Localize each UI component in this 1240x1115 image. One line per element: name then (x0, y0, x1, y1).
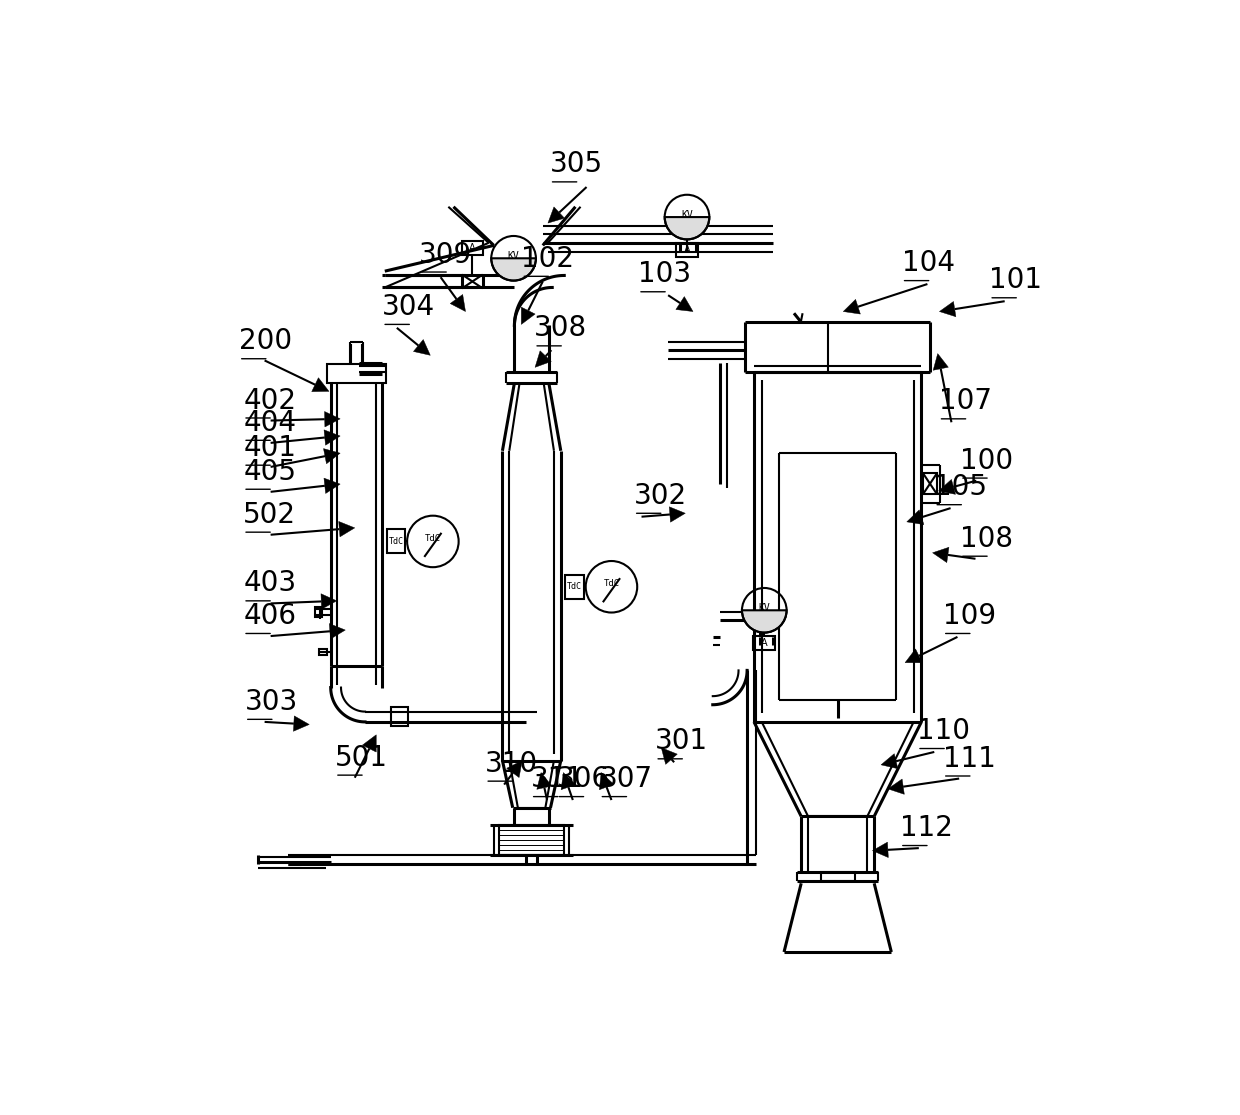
Polygon shape (843, 300, 861, 314)
Text: 104: 104 (901, 249, 955, 278)
Text: 308: 308 (534, 314, 588, 342)
Text: 101: 101 (990, 266, 1043, 294)
Polygon shape (676, 297, 693, 311)
Polygon shape (311, 378, 329, 391)
Text: 306: 306 (557, 765, 610, 793)
Text: 502: 502 (243, 501, 296, 529)
Text: 102: 102 (521, 245, 574, 273)
Polygon shape (362, 735, 376, 752)
Bar (923, 474, 937, 494)
Text: 404: 404 (243, 409, 296, 437)
Bar (315, 608, 322, 617)
Polygon shape (934, 353, 949, 370)
Polygon shape (321, 593, 337, 609)
Text: 301: 301 (655, 727, 708, 755)
Polygon shape (534, 351, 552, 367)
Text: 307: 307 (599, 765, 652, 793)
Polygon shape (324, 430, 340, 445)
Polygon shape (330, 623, 345, 639)
Text: A: A (469, 243, 476, 253)
Text: 110: 110 (918, 717, 970, 745)
Text: 401: 401 (243, 434, 296, 462)
Text: TdC: TdC (567, 582, 582, 591)
Text: 107: 107 (939, 387, 992, 416)
Bar (391, 707, 408, 726)
Polygon shape (450, 294, 465, 311)
Text: 303: 303 (244, 688, 298, 716)
Text: A: A (683, 244, 691, 254)
Text: 309: 309 (419, 241, 472, 269)
Text: 103: 103 (639, 260, 691, 289)
Text: 310: 310 (485, 749, 538, 778)
Polygon shape (324, 478, 340, 494)
Bar (565, 574, 584, 599)
Bar (676, 243, 698, 256)
Polygon shape (339, 522, 355, 536)
Polygon shape (294, 716, 309, 731)
Wedge shape (491, 259, 536, 281)
Text: 405: 405 (243, 458, 296, 486)
Polygon shape (560, 773, 575, 789)
Polygon shape (537, 773, 552, 789)
Bar (327, 363, 386, 382)
Bar (463, 241, 482, 255)
Text: 200: 200 (239, 328, 291, 356)
Text: 109: 109 (942, 602, 996, 630)
Text: KV: KV (759, 603, 770, 613)
Bar (821, 872, 854, 881)
Polygon shape (324, 448, 340, 464)
Polygon shape (548, 207, 564, 223)
Text: 108: 108 (960, 525, 1013, 553)
Text: A: A (761, 638, 768, 648)
Polygon shape (932, 547, 949, 563)
Polygon shape (906, 510, 924, 525)
Text: 402: 402 (243, 387, 296, 415)
Text: 112: 112 (900, 814, 952, 842)
Text: KV: KV (507, 251, 520, 261)
Polygon shape (873, 842, 888, 857)
Polygon shape (888, 779, 904, 794)
Text: 501: 501 (335, 744, 388, 772)
Text: TdC: TdC (425, 533, 441, 543)
Bar (753, 636, 775, 650)
Polygon shape (661, 748, 677, 765)
Text: 403: 403 (243, 570, 296, 598)
Wedge shape (742, 610, 786, 632)
Text: 304: 304 (382, 293, 435, 321)
Text: 305: 305 (549, 151, 603, 178)
Polygon shape (882, 754, 898, 768)
Polygon shape (670, 507, 686, 522)
Polygon shape (939, 479, 956, 494)
Polygon shape (599, 773, 614, 789)
Bar (387, 530, 405, 553)
Text: 406: 406 (243, 602, 296, 630)
Text: 105: 105 (934, 473, 987, 502)
Polygon shape (413, 340, 430, 356)
Bar (498, 825, 564, 855)
Text: KV: KV (681, 210, 693, 220)
Text: 311: 311 (531, 765, 584, 793)
Text: TdC: TdC (604, 579, 620, 588)
Text: 111: 111 (942, 745, 996, 773)
Polygon shape (940, 301, 956, 317)
Bar (319, 649, 327, 656)
Polygon shape (325, 411, 340, 427)
Polygon shape (521, 307, 536, 324)
Wedge shape (665, 217, 709, 240)
Text: 302: 302 (634, 482, 687, 510)
Polygon shape (905, 649, 923, 662)
Text: TdC: TdC (388, 537, 403, 546)
Text: 100: 100 (960, 447, 1013, 475)
Polygon shape (507, 760, 522, 777)
